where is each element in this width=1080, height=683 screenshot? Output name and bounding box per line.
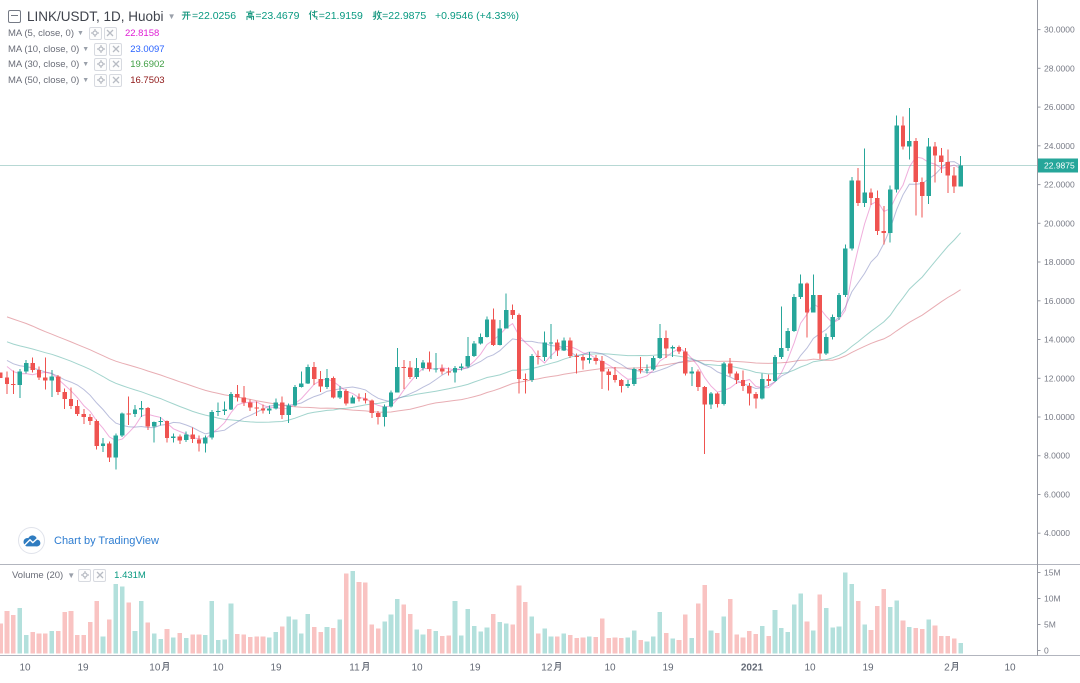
- svg-text:22.9875: 22.9875: [1044, 160, 1075, 170]
- svg-text:22.0000: 22.0000: [1044, 180, 1075, 190]
- svg-text:19: 19: [469, 663, 481, 674]
- svg-text:20.0000: 20.0000: [1044, 218, 1075, 228]
- svg-text:28.0000: 28.0000: [1044, 63, 1075, 73]
- svg-text:2021: 2021: [741, 663, 764, 674]
- svg-text:24.0000: 24.0000: [1044, 141, 1075, 151]
- svg-text:19: 19: [77, 663, 89, 674]
- svg-text:10: 10: [604, 663, 616, 674]
- svg-text:5M: 5M: [1044, 620, 1056, 630]
- svg-text:19: 19: [862, 663, 874, 674]
- svg-text:6.0000: 6.0000: [1044, 490, 1070, 500]
- svg-text:26.0000: 26.0000: [1044, 102, 1075, 112]
- svg-text:12: 12: [541, 663, 553, 674]
- svg-text:10: 10: [411, 663, 423, 674]
- svg-text:10: 10: [149, 663, 161, 674]
- svg-text:8.0000: 8.0000: [1044, 451, 1070, 461]
- svg-text:11: 11: [349, 663, 360, 674]
- svg-text:2: 2: [944, 663, 950, 674]
- svg-text:0: 0: [1044, 646, 1049, 656]
- svg-text:18.0000: 18.0000: [1044, 257, 1075, 267]
- svg-text:10: 10: [19, 663, 31, 674]
- svg-text:10: 10: [212, 663, 224, 674]
- svg-text:15M: 15M: [1044, 568, 1061, 578]
- svg-text:16.0000: 16.0000: [1044, 296, 1075, 306]
- svg-text:12.0000: 12.0000: [1044, 373, 1075, 383]
- svg-text:10M: 10M: [1044, 594, 1061, 604]
- svg-text:10.0000: 10.0000: [1044, 412, 1075, 422]
- svg-text:19: 19: [662, 663, 674, 674]
- svg-text:19: 19: [270, 663, 282, 674]
- svg-text:30.0000: 30.0000: [1044, 25, 1075, 35]
- svg-text:10: 10: [1004, 663, 1016, 674]
- svg-text:4.0000: 4.0000: [1044, 528, 1070, 538]
- svg-text:10: 10: [804, 663, 816, 674]
- svg-text:14.0000: 14.0000: [1044, 335, 1075, 345]
